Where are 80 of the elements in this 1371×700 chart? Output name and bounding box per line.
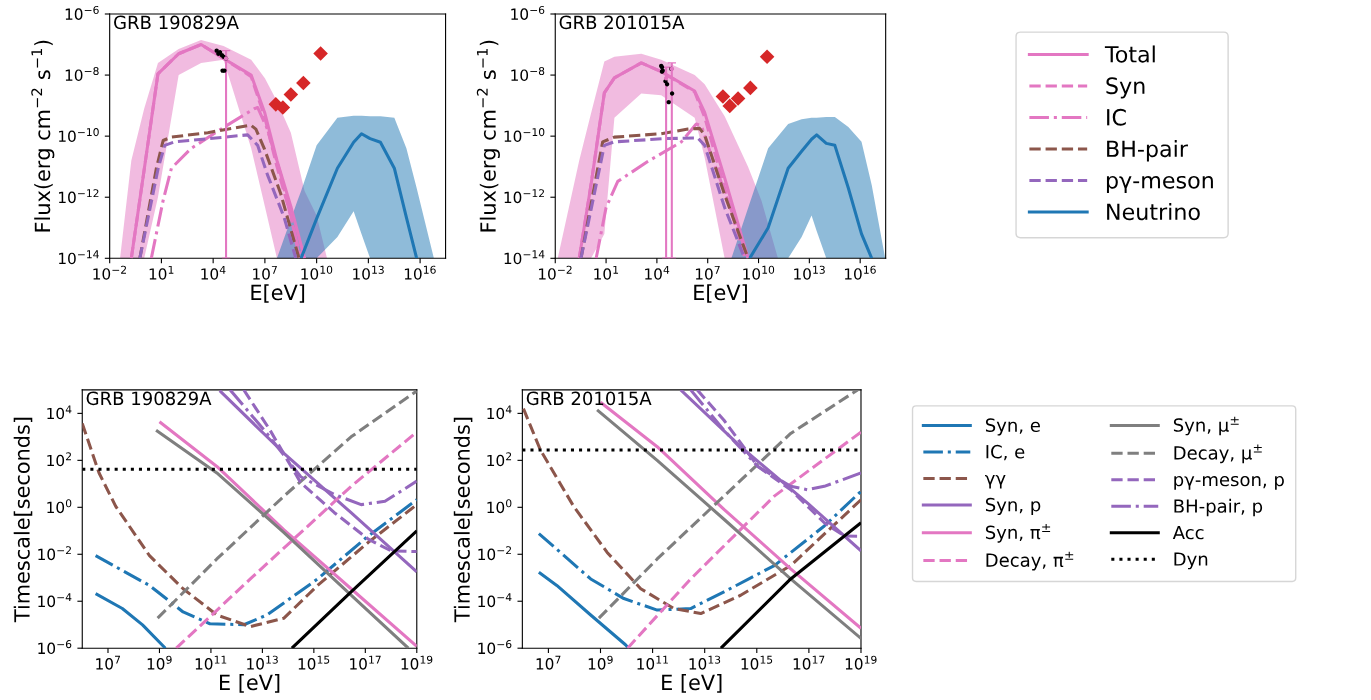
x-tick-label: 10$^{13}$ bbox=[689, 655, 721, 670]
y-tick-label: 10$^{−8}$ bbox=[511, 66, 545, 81]
x-tick-label: 10$^{1}$ bbox=[149, 265, 174, 280]
y-tick-label: 10$^{−12}$ bbox=[504, 189, 544, 204]
legend-label: Acc bbox=[1172, 525, 1204, 540]
legend-label: BH-pair bbox=[1107, 139, 1188, 162]
x-tick-label: 10$^{16}$ bbox=[404, 265, 436, 280]
legend-label: Syn, μ$^{±}$ bbox=[1173, 416, 1239, 436]
legend-label: pγ-meson bbox=[1106, 175, 1213, 193]
x-tick-label: 10$^{7}$ bbox=[536, 655, 561, 670]
y-tick-label: 10$^{0}$ bbox=[487, 499, 512, 514]
x-tick-label: 10$^{−2}$ bbox=[93, 265, 127, 280]
x-axis-title: E [eV] bbox=[220, 674, 280, 693]
legend-label: IC, e bbox=[986, 444, 1025, 461]
x-tick-label: 10$^{17}$ bbox=[350, 655, 381, 670]
x-tick-label: 10$^{13}$ bbox=[247, 655, 278, 670]
annotation: GRB 190829A bbox=[114, 15, 239, 30]
x-tick-label: 10$^{19}$ bbox=[845, 655, 877, 670]
legend-label: BH-pair, p bbox=[1174, 498, 1263, 517]
legend-label: Total bbox=[1104, 45, 1155, 63]
legend-label: Dyn bbox=[1174, 552, 1208, 570]
legend-label: Neutrino bbox=[1107, 202, 1200, 221]
annotation: GRB 190829A bbox=[86, 391, 212, 406]
y-tick-label: 10$^{4}$ bbox=[487, 405, 512, 420]
legend-label: Decay, μ$^{±}$ bbox=[1174, 444, 1262, 464]
x-axis-title: E [eV] bbox=[662, 674, 722, 693]
x-tick-label: 10$^{11}$ bbox=[637, 655, 668, 670]
x-tick-label: 10$^{1}$ bbox=[594, 265, 619, 280]
x-tick-label: 10$^{−2}$ bbox=[538, 265, 572, 280]
legend-label: Syn, e bbox=[985, 418, 1040, 436]
y-tick-label: 10$^{2}$ bbox=[487, 452, 512, 467]
x-tick-label: 10$^{9}$ bbox=[147, 655, 172, 670]
y-tick-label: 10$^{−4}$ bbox=[478, 593, 512, 608]
y-tick-label: 10$^{−2}$ bbox=[478, 546, 512, 561]
legend-label: Syn, π$^{±}$ bbox=[985, 524, 1051, 543]
x-tick-label: 10$^{10}$ bbox=[743, 265, 775, 280]
legend-label: γγ bbox=[985, 474, 1006, 489]
x-tick-label: 10$^{15}$ bbox=[741, 655, 773, 670]
x-tick-label: 10$^{9}$ bbox=[588, 655, 613, 670]
x-tick-label: 10$^{11}$ bbox=[195, 655, 227, 670]
x-tick-label: 10$^{16}$ bbox=[844, 265, 876, 280]
y-axis-title: Timescale[seconds] bbox=[453, 417, 473, 623]
y-axis-title: Flux(erg cm$^{−2}$ s$^{−1}$) bbox=[31, 40, 55, 232]
legend-label: Decay, π$^{±}$ bbox=[986, 551, 1074, 571]
y-axis-title: Flux(erg cm$^{−2}$ s$^{−1}$) bbox=[476, 40, 500, 232]
x-tick-label: 10$^{4}$ bbox=[645, 265, 670, 280]
y-tick-label: 10$^{−6}$ bbox=[478, 640, 512, 655]
x-tick-label: 10$^{7}$ bbox=[253, 265, 277, 280]
y-axis-title: Timescale[seconds] bbox=[13, 417, 33, 623]
annotation: GRB 201015A bbox=[526, 391, 652, 406]
y-tick-label: 10$^{−6}$ bbox=[511, 5, 545, 20]
y-tick-label: 10$^{−6}$ bbox=[38, 640, 72, 655]
x-tick-label: 10$^{15}$ bbox=[298, 655, 330, 670]
x-tick-label: 10$^{19}$ bbox=[401, 655, 433, 670]
y-tick-label: 10$^{−10}$ bbox=[504, 128, 545, 143]
x-tick-label: 10$^{10}$ bbox=[301, 265, 333, 280]
y-tick-label: 10$^{0}$ bbox=[47, 499, 72, 514]
y-tick-label: 10$^{4}$ bbox=[47, 405, 72, 420]
y-tick-label: 10$^{−12}$ bbox=[59, 189, 99, 204]
legend-label: Syn, p bbox=[985, 497, 1041, 516]
y-tick-label: 10$^{−4}$ bbox=[38, 593, 72, 608]
x-axis-title: E[eV] bbox=[251, 284, 305, 303]
x-tick-label: 10$^{13}$ bbox=[794, 265, 825, 280]
legend-label: Syn bbox=[1106, 77, 1145, 99]
y-tick-label: 10$^{−10}$ bbox=[59, 128, 99, 143]
x-tick-label: 10$^{7}$ bbox=[695, 265, 720, 280]
x-axis-title: E[eV] bbox=[694, 284, 747, 303]
y-tick-label: 10$^{−14}$ bbox=[59, 250, 99, 265]
x-tick-label: 10$^{13}$ bbox=[353, 265, 384, 280]
annotation: GRB 201015A bbox=[559, 15, 685, 30]
y-tick-label: 10$^{−6}$ bbox=[65, 5, 99, 20]
y-tick-label: 10$^{−14}$ bbox=[504, 250, 545, 265]
y-tick-label: 10$^{2}$ bbox=[47, 452, 71, 467]
y-tick-label: 10$^{−8}$ bbox=[65, 66, 99, 81]
y-tick-label: 10$^{−2}$ bbox=[38, 546, 71, 561]
x-tick-label: 10$^{17}$ bbox=[793, 655, 825, 670]
x-tick-label: 10$^{4}$ bbox=[201, 265, 226, 280]
legend-label: IC bbox=[1107, 108, 1126, 126]
legend-label: pγ-meson, p bbox=[1174, 475, 1284, 490]
x-tick-label: 10$^{7}$ bbox=[96, 655, 121, 670]
